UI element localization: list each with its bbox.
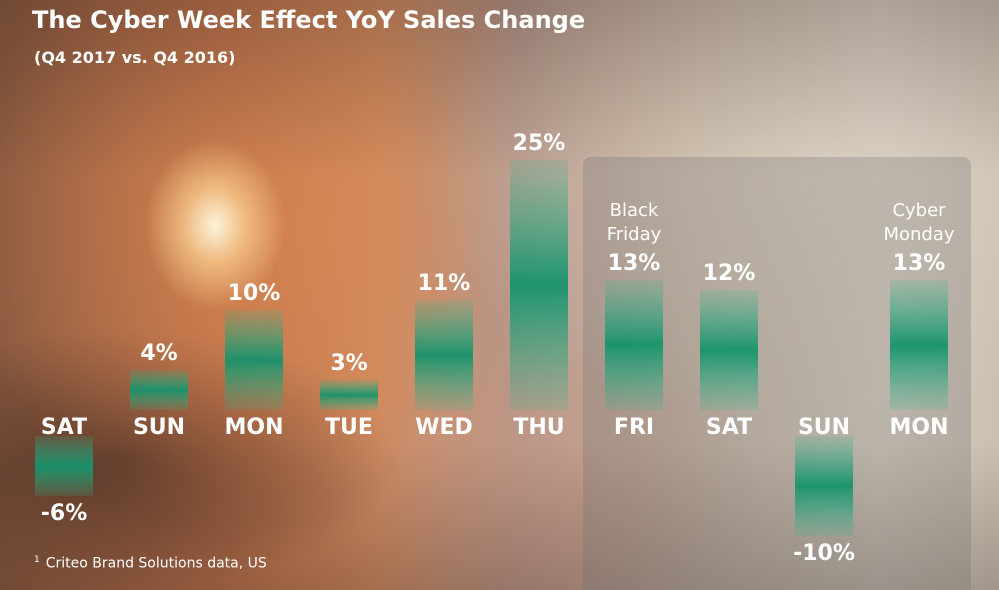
category-label-4: WED xyxy=(415,415,473,440)
value-label-5: 25% xyxy=(513,131,566,156)
footnote-marker: 1 xyxy=(34,555,40,565)
annotation-1-line-0: Cyber xyxy=(892,200,946,221)
bar-sat-0 xyxy=(35,436,93,496)
category-label-7: SAT xyxy=(706,415,752,440)
annotation-0-line-1: Friday xyxy=(607,224,662,245)
footnote: 1 Criteo Brand Solutions data, US xyxy=(34,555,267,572)
chart-title: The Cyber Week Effect YoY Sales Change xyxy=(32,6,586,34)
category-label-1: SUN xyxy=(133,415,185,440)
category-label-9: MON xyxy=(889,415,948,440)
value-label-7: 12% xyxy=(703,261,756,286)
bar-wed-4 xyxy=(415,300,473,410)
bar-sat-7 xyxy=(700,290,758,410)
value-label-0: -6% xyxy=(41,501,87,526)
bar-mon-9 xyxy=(890,280,948,410)
value-label-1: 4% xyxy=(140,341,177,366)
bar-fri-6 xyxy=(605,280,663,410)
annotation-1-line-1: Monday xyxy=(883,224,954,245)
value-label-9: 13% xyxy=(893,251,946,276)
bar-sun-8 xyxy=(795,436,853,536)
annotation-0-line-0: Black xyxy=(610,200,659,221)
value-label-3: 3% xyxy=(330,351,367,376)
category-label-0: SAT xyxy=(41,415,87,440)
category-label-3: TUE xyxy=(325,415,373,440)
value-label-2: 10% xyxy=(228,281,281,306)
value-label-8: -10% xyxy=(793,541,855,566)
value-label-4: 11% xyxy=(418,271,471,296)
bar-mon-2 xyxy=(225,310,283,410)
category-label-2: MON xyxy=(224,415,283,440)
chart-subtitle: (Q4 2017 vs. Q4 2016) xyxy=(34,48,236,67)
footnote-text: Criteo Brand Solutions data, US xyxy=(45,555,267,572)
bar-thu-5 xyxy=(510,160,568,410)
category-label-5: THU xyxy=(513,415,564,440)
bar-sun-1 xyxy=(130,370,188,410)
value-label-6: 13% xyxy=(608,251,661,276)
bar-tue-3 xyxy=(320,380,378,410)
category-label-8: SUN xyxy=(798,415,850,440)
category-label-6: FRI xyxy=(614,415,654,440)
